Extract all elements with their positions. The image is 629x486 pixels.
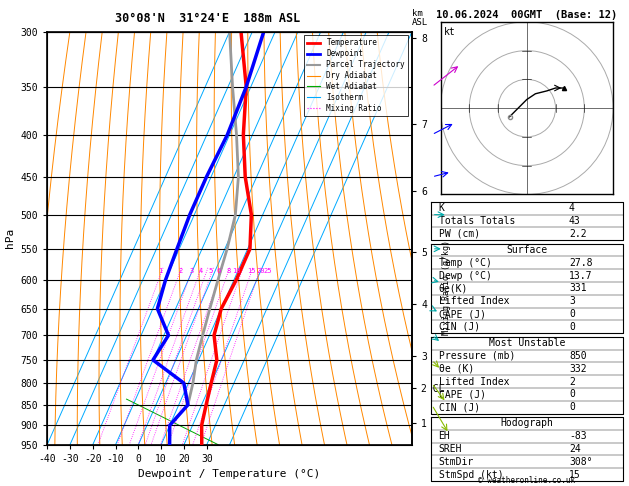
Text: © weatheronline.co.uk: © weatheronline.co.uk — [478, 475, 576, 485]
Text: 5: 5 — [208, 268, 213, 274]
Text: 3: 3 — [569, 296, 575, 306]
Text: 850: 850 — [569, 351, 587, 361]
Text: km
ASL: km ASL — [412, 9, 428, 27]
Text: 13.7: 13.7 — [569, 271, 593, 280]
Text: SREH: SREH — [438, 444, 462, 454]
Text: 0: 0 — [569, 389, 575, 399]
Text: 10.06.2024  00GMT  (Base: 12): 10.06.2024 00GMT (Base: 12) — [436, 10, 618, 20]
Text: StmSpd (kt): StmSpd (kt) — [438, 470, 503, 480]
Text: 6: 6 — [216, 268, 220, 274]
Text: Hodograph: Hodograph — [500, 418, 554, 429]
Text: Dewp (°C): Dewp (°C) — [438, 271, 491, 280]
Text: Totals Totals: Totals Totals — [438, 216, 515, 226]
Text: Pressure (mb): Pressure (mb) — [438, 351, 515, 361]
Text: 20: 20 — [256, 268, 265, 274]
Text: 0: 0 — [569, 309, 575, 319]
Text: CAPE (J): CAPE (J) — [438, 389, 486, 399]
Text: Temp (°C): Temp (°C) — [438, 258, 491, 268]
Text: Lifted Index: Lifted Index — [438, 296, 509, 306]
Text: 4: 4 — [569, 203, 575, 213]
Text: θe (K): θe (K) — [438, 364, 474, 374]
Text: 331: 331 — [569, 283, 587, 294]
Text: CIN (J): CIN (J) — [438, 402, 480, 412]
Text: 1: 1 — [158, 268, 162, 274]
Text: 2: 2 — [569, 377, 575, 386]
Text: 24: 24 — [569, 444, 581, 454]
Text: Mixing Ratio (g/kg): Mixing Ratio (g/kg) — [442, 240, 451, 335]
Text: 27.8: 27.8 — [569, 258, 593, 268]
Text: Lifted Index: Lifted Index — [438, 377, 509, 386]
Legend: Temperature, Dewpoint, Parcel Trajectory, Dry Adiabat, Wet Adiabat, Isotherm, Mi: Temperature, Dewpoint, Parcel Trajectory… — [304, 35, 408, 116]
Text: Surface: Surface — [506, 245, 547, 255]
Text: EH: EH — [438, 431, 450, 441]
Y-axis label: hPa: hPa — [5, 228, 15, 248]
Text: PW (cm): PW (cm) — [438, 229, 480, 239]
Text: 10: 10 — [232, 268, 241, 274]
Text: K: K — [438, 203, 445, 213]
Text: 43: 43 — [569, 216, 581, 226]
Text: 308°: 308° — [569, 457, 593, 467]
Text: 332: 332 — [569, 364, 587, 374]
X-axis label: Dewpoint / Temperature (°C): Dewpoint / Temperature (°C) — [138, 469, 321, 479]
Text: 30°08'N  31°24'E  188m ASL: 30°08'N 31°24'E 188m ASL — [115, 12, 300, 25]
Text: 2.2: 2.2 — [569, 229, 587, 239]
Text: StmDir: StmDir — [438, 457, 474, 467]
Text: θe(K): θe(K) — [438, 283, 468, 294]
Text: Most Unstable: Most Unstable — [489, 338, 565, 348]
Text: 0: 0 — [569, 322, 575, 332]
Text: -83: -83 — [569, 431, 587, 441]
Text: 2: 2 — [179, 268, 183, 274]
Text: 25: 25 — [263, 268, 272, 274]
Text: 4: 4 — [199, 268, 203, 274]
Text: CAPE (J): CAPE (J) — [438, 309, 486, 319]
Text: 15: 15 — [247, 268, 255, 274]
Text: CIN (J): CIN (J) — [438, 322, 480, 332]
Text: 15: 15 — [569, 470, 581, 480]
Text: 0: 0 — [569, 402, 575, 412]
Text: 8: 8 — [226, 268, 231, 274]
Text: 3: 3 — [190, 268, 194, 274]
Text: kt: kt — [444, 27, 456, 37]
